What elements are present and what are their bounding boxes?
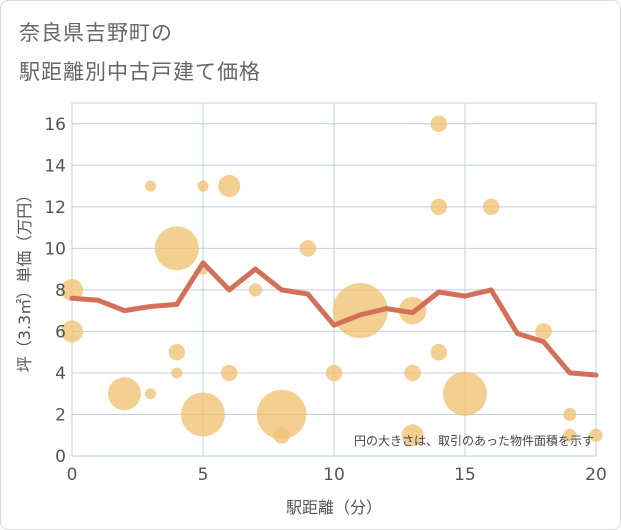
- data-bubble: [197, 180, 209, 192]
- data-bubble: [218, 175, 241, 198]
- data-bubble: [563, 407, 577, 422]
- x-tick-labels: 0 5 10 15 20: [67, 465, 607, 485]
- data-bubble: [154, 226, 199, 271]
- y-tick-label: 4: [55, 364, 66, 384]
- data-bubble: [171, 367, 183, 379]
- data-bubble: [61, 320, 83, 343]
- x-tick-label: 15: [454, 465, 476, 485]
- x-tick-label: 0: [67, 465, 78, 485]
- x-tick-label: 5: [198, 465, 209, 485]
- bubble-size-note: 円の大きさは、取引のあった物件面積を示す: [354, 433, 594, 448]
- y-tick-label: 12: [44, 198, 66, 218]
- data-bubble: [430, 343, 448, 361]
- data-bubble: [563, 428, 577, 442]
- data-bubble: [332, 283, 388, 339]
- data-bubble: [404, 364, 421, 382]
- data-bubble: [248, 283, 262, 297]
- bubbles: [61, 115, 603, 447]
- data-bubble: [430, 198, 448, 216]
- y-tick-label: 6: [55, 322, 66, 342]
- chart-title-line-2: 駅距離別中古戸建て価格: [19, 60, 261, 84]
- data-bubble: [107, 377, 141, 411]
- chart-title-line-1: 奈良県吉野町の: [19, 21, 173, 45]
- data-bubble: [535, 323, 552, 340]
- y-tick-label: 0: [55, 447, 66, 467]
- average-line: [69, 260, 599, 378]
- y-tick-label: 14: [44, 156, 66, 176]
- y-tick-label: 16: [44, 115, 66, 135]
- x-tick-label: 10: [323, 465, 345, 485]
- data-bubble: [181, 392, 225, 437]
- data-bubble: [430, 115, 448, 133]
- x-tick-label: 20: [585, 465, 607, 485]
- data-bubble: [145, 388, 157, 400]
- data-bubble: [273, 426, 290, 444]
- data-bubble: [168, 343, 186, 361]
- average-price-line: [69, 260, 599, 378]
- x-axis-label: 駅距離（分）: [286, 498, 382, 517]
- data-bubble: [299, 240, 317, 257]
- data-bubble: [325, 364, 343, 382]
- data-bubble: [482, 198, 500, 216]
- data-bubble: [256, 389, 307, 440]
- y-tick-label: 10: [44, 239, 66, 259]
- y-tick-label: 2: [55, 405, 66, 425]
- data-bubble: [401, 424, 424, 447]
- y-tick-labels: 0 2 4 6 8 10 12 14 16: [44, 115, 66, 467]
- data-bubble: [220, 364, 238, 382]
- data-bubble: [61, 278, 83, 301]
- y-tick-label: 8: [55, 281, 66, 301]
- data-bubble: [589, 428, 603, 442]
- data-bubble: [443, 371, 487, 416]
- y-axis-label: 坪（3.3㎡）単価（万円）: [15, 187, 34, 372]
- data-bubble: [145, 180, 157, 192]
